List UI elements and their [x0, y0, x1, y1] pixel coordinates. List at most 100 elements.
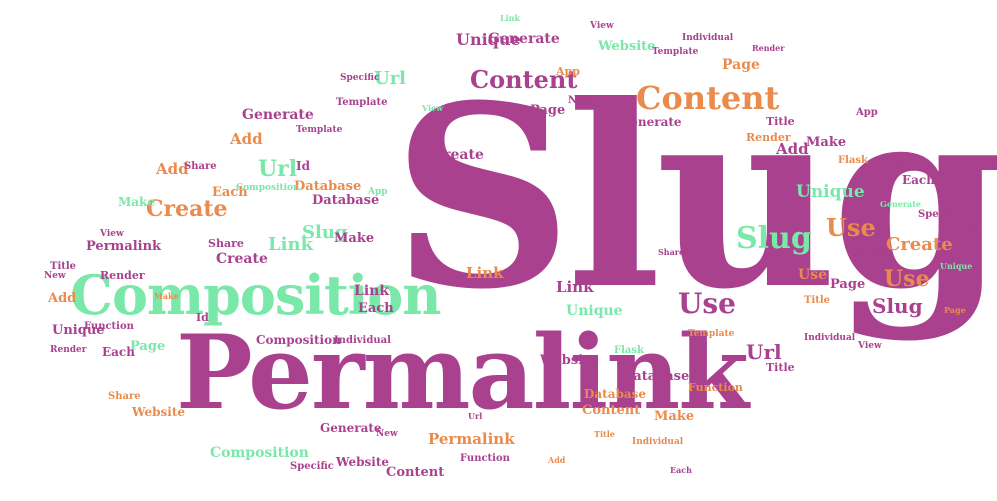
word-create-mid: Create: [216, 251, 268, 267]
word-individual-center: Individual: [334, 335, 391, 346]
word-title-lower: Title: [766, 361, 795, 374]
word-url-center: Url: [464, 176, 504, 202]
word-share-right: Share: [658, 247, 685, 257]
word-app-top: App: [556, 65, 580, 78]
word-add-right: Add: [776, 140, 809, 158]
word-url-left: Url: [258, 156, 298, 182]
word-view-mid: View: [422, 103, 444, 113]
word-website-center: Website: [540, 353, 598, 368]
word-specific-bottom: Specific: [290, 461, 334, 472]
word-render-top: Render: [752, 43, 785, 53]
word-title-bottom: Title: [594, 429, 615, 439]
word-function-bottom: Function: [460, 453, 510, 464]
word-make-far-left: Make: [154, 291, 179, 301]
word-use-right-2: Use: [884, 266, 930, 292]
word-new-top: New: [568, 95, 593, 106]
word-app-mid: App: [368, 187, 388, 197]
word-database-lower: Database: [622, 369, 690, 384]
word-database-left: Database: [294, 179, 362, 194]
word-share-left: Share: [184, 161, 217, 172]
word-make-right: Make: [806, 135, 847, 150]
word-function-center: Function: [688, 381, 743, 394]
word-page-far-right: Page: [944, 305, 966, 315]
word-view-right: View: [858, 341, 882, 351]
word-database-bottom: Database: [584, 387, 647, 401]
word-share-mid: Share: [208, 237, 244, 250]
word-content-bottom: Content: [386, 465, 445, 480]
word-website-left: Website: [132, 405, 186, 419]
word-link-top: Link: [500, 13, 521, 23]
word-permalink-bottom: Permalink: [428, 430, 515, 448]
word-link-left: Link: [354, 283, 390, 299]
word-flask-right: Flask: [838, 155, 868, 166]
word-link-right: Link: [556, 278, 594, 296]
word-generate-bottom: Generate: [320, 421, 382, 435]
word-each-far-left: Each: [102, 345, 135, 359]
word-specific-right: Specific: [852, 249, 892, 259]
word-individual-right: Individual: [804, 333, 856, 343]
word-use-right-1: Use: [826, 213, 876, 242]
word-link-mid: Link: [268, 234, 314, 255]
word-generate-far-right: Generate: [880, 199, 922, 209]
word-create-center: Create: [432, 147, 484, 163]
word-generate-right: Generate: [620, 115, 682, 129]
word-page-right: Page: [830, 277, 866, 292]
word-title-far-right: Title: [804, 295, 831, 306]
word-each-right: Each: [902, 173, 935, 187]
word-template-lower: Template: [688, 329, 735, 339]
word-create-left: Create: [146, 196, 228, 222]
word-make-left: Make: [118, 195, 156, 209]
word-permalink-left: Permalink: [86, 239, 162, 254]
word-new-left: New: [44, 271, 66, 281]
word-url-bottom: Url: [468, 411, 483, 421]
word-new-bottom: New: [376, 429, 398, 439]
word-slug-far-right: Slug: [872, 294, 923, 318]
word-url-lower: Url: [746, 340, 782, 364]
word-specific-top: Specific: [340, 73, 380, 83]
word-slug-mid: Slug: [302, 222, 348, 243]
word-template-left: Template: [296, 125, 343, 135]
word-add-left-top: Add: [230, 130, 263, 148]
word-app-right: App: [856, 107, 878, 118]
word-url-top: Url: [374, 68, 407, 89]
word-title-right: Title: [766, 115, 795, 128]
word-render-left: Render: [100, 269, 145, 282]
word-link-lower: Link: [466, 264, 504, 282]
word-slug-right: Slug: [736, 221, 812, 256]
word-unique-right: Unique: [796, 182, 865, 202]
word-content-top: Content: [470, 65, 578, 94]
word-create-right: Create: [886, 234, 953, 255]
word-page-center: Page: [530, 103, 566, 118]
word-id-left: Id: [296, 159, 311, 173]
word-each-left: Each: [212, 185, 248, 200]
word-template-right: Template: [652, 47, 699, 57]
word-each-bottom: Each: [670, 465, 692, 475]
word-composition-mid: Composition: [236, 183, 300, 193]
word-make-center: Make: [334, 231, 375, 246]
word-use-center: Use: [678, 287, 736, 320]
word-add-far-left: Add: [48, 291, 77, 306]
word-composition-center: Composition: [256, 333, 341, 347]
word-content-center: Content: [582, 403, 641, 418]
word-template-top: Template: [336, 97, 388, 108]
word-flask-center: Flask: [614, 345, 644, 356]
word-render-far-left: Render: [50, 345, 87, 355]
word-website-bottom: Website: [336, 455, 390, 469]
word-unique-far-right: Unique: [940, 261, 973, 271]
word-website-top: Website: [598, 39, 656, 54]
word-function-left: Function: [84, 321, 134, 332]
word-composition-bottom: Composition: [210, 445, 309, 461]
word-each-center: Each: [358, 301, 394, 316]
word-unique-center: Unique: [566, 303, 623, 319]
word-render-right: Render: [746, 131, 791, 144]
word-use-lower: Use: [798, 267, 827, 283]
word-page-left: Page: [130, 339, 166, 354]
word-id-lower: Id: [196, 311, 209, 324]
word-individual-bottom: Individual: [632, 437, 684, 447]
word-specific-far-right: Specific: [918, 209, 962, 220]
word-add-left: Add: [156, 160, 189, 178]
word-composition-main: Composition: [70, 263, 442, 327]
word-individual-top: Individual: [682, 33, 734, 43]
word-view-left: View: [100, 229, 124, 239]
